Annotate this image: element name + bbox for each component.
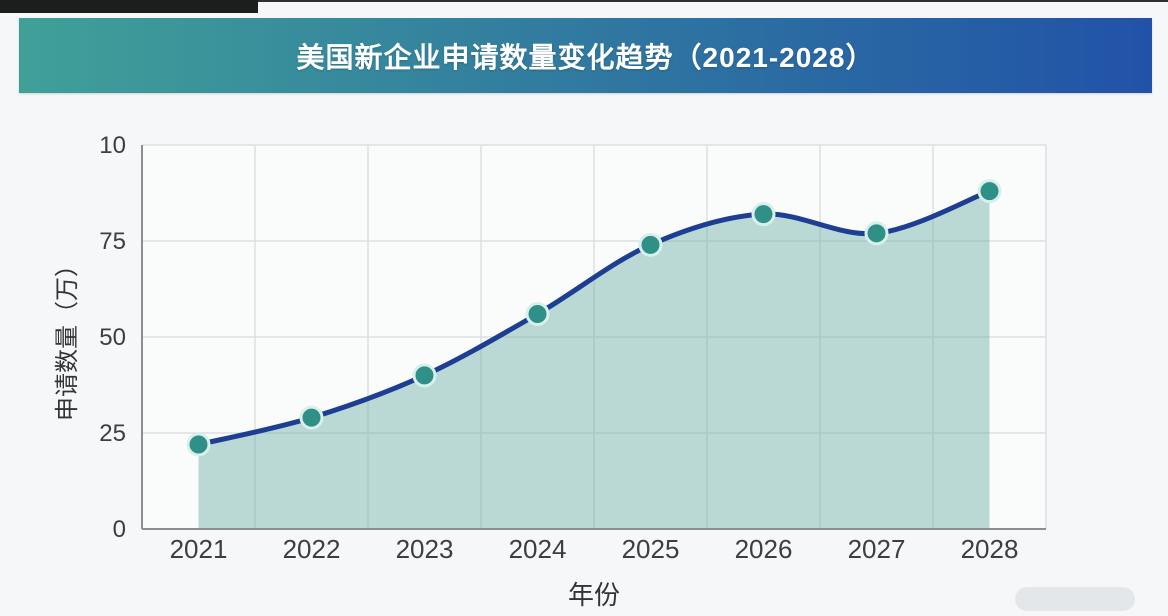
y-tick-label: 25 [99, 420, 126, 447]
data-point-marker [186, 432, 211, 457]
data-point-marker [977, 179, 1002, 204]
y-tick-label: 50 [99, 324, 126, 351]
x-tick-label: 2028 [961, 534, 1019, 564]
data-point-marker [751, 202, 776, 227]
x-tick-label: 2026 [735, 534, 793, 564]
top-left-bar [0, 0, 258, 13]
x-tick-label: 2021 [170, 534, 228, 564]
x-tick-label: 2023 [396, 534, 454, 564]
data-point-marker [299, 405, 324, 430]
data-point-marker [412, 363, 437, 388]
y-tick-label: 75 [99, 228, 126, 255]
chart-title: 美国新企业申请数量变化趋势（2021-2028） [296, 41, 875, 73]
area-fill [198, 191, 990, 529]
data-point-marker [864, 221, 889, 246]
x-tick-label: 2022 [283, 534, 341, 564]
x-tick-label: 2025 [622, 534, 680, 564]
y-axis-title: 申请数量（万） [54, 253, 81, 421]
x-axis-title: 年份 [568, 580, 620, 610]
y-tick-label: 0 [113, 516, 126, 543]
x-tick-label: 2027 [848, 534, 906, 564]
watermark [1015, 587, 1135, 611]
y-tick-label: 10 [99, 132, 126, 159]
chart-title-banner: 美国新企业申请数量变化趋势（2021-2028） [19, 18, 1152, 93]
x-tick-label: 2024 [509, 534, 567, 564]
data-point-marker [525, 301, 550, 326]
top-edge-line [0, 0, 1168, 2]
data-point-marker [638, 232, 663, 257]
